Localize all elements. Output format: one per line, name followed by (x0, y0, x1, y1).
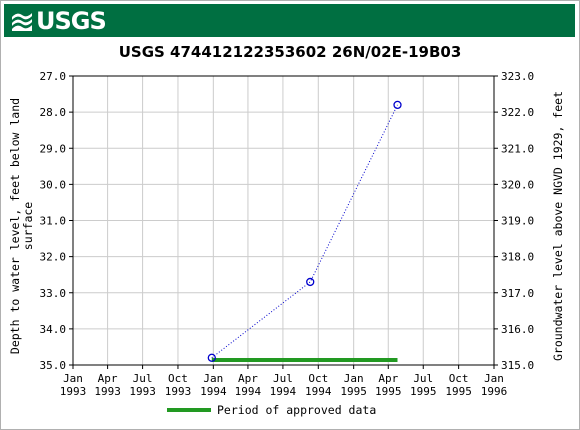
x-tick-year: 1993 (129, 385, 156, 398)
usgs-logo[interactable]: USGS (11, 6, 107, 35)
x-tick-year: 1994 (235, 385, 262, 398)
data-point (207, 353, 216, 362)
left-tick-label: 29.0 (40, 142, 67, 155)
right-tick-label: 318.0 (501, 251, 534, 264)
x-tick-year: 1996 (481, 385, 508, 398)
usgs-wave-icon (12, 12, 32, 31)
data-point (306, 277, 315, 287)
left-tick-label: 28.0 (40, 106, 67, 119)
x-tick-year: 1995 (445, 385, 472, 398)
right-axis-label: Groundwater level above NGVD 1929, feet (551, 91, 565, 361)
left-axis-ticks: 27.0 28.0 29.0 30.0 31.0 32.0 33.0 34.0 35.0 (40, 70, 73, 372)
x-tick-month: Jan (484, 372, 504, 385)
left-axis-label-line1: Depth to water level, feet below land (8, 98, 22, 354)
x-tick-month: Apr (98, 372, 118, 385)
left-tick-label: 32.0 (40, 251, 67, 264)
right-tick-label: 316.0 (501, 323, 534, 336)
right-tick-label: 320.0 (501, 178, 534, 191)
x-axis-ticks: Jan1993Apr1993Jul1993Oct1993Jan1994Apr19… (60, 365, 508, 398)
left-tick-label: 30.0 (40, 178, 67, 191)
right-tick-label: 317.0 (501, 287, 534, 300)
x-tick-month: Oct (168, 372, 188, 385)
x-tick-month: Jul (413, 372, 433, 385)
x-tick-month: Jan (63, 372, 83, 385)
right-tick-label: 315.0 (501, 359, 534, 372)
right-tick-label: 323.0 (501, 70, 534, 83)
x-tick-month: Apr (238, 372, 258, 385)
usgs-logo-text: USGS (36, 6, 107, 35)
x-tick-year: 1993 (165, 385, 192, 398)
series-line (211, 104, 398, 359)
left-axis-label-line2: surface (21, 202, 35, 251)
x-tick-year: 1994 (270, 385, 297, 398)
usgs-header-bar: USGS (4, 4, 575, 37)
right-tick-label: 322.0 (501, 106, 534, 119)
x-tick-month: Apr (378, 372, 398, 385)
series-layer (207, 100, 402, 362)
x-tick-month: Jul (133, 372, 153, 385)
right-tick-label: 319.0 (501, 215, 534, 228)
data-point (393, 100, 402, 110)
x-tick-month: Oct (449, 372, 469, 385)
x-tick-year: 1993 (94, 385, 121, 398)
right-axis-ticks: 323.0 322.0 321.0 320.0 319.0 318.0 317.0 316.0… (494, 70, 534, 372)
x-tick-month: Oct (308, 372, 328, 385)
x-tick-month: Jan (344, 372, 364, 385)
x-tick-year: 1994 (305, 385, 332, 398)
x-tick-month: Jan (203, 372, 223, 385)
grid-lines (72, 75, 495, 366)
x-tick-year: 1995 (375, 385, 402, 398)
left-tick-label: 34.0 (40, 323, 67, 336)
x-tick-year: 1994 (200, 385, 227, 398)
right-tick-label: 321.0 (501, 142, 534, 155)
left-tick-label: 31.0 (40, 215, 67, 228)
x-tick-year: 1993 (60, 385, 87, 398)
x-tick-year: 1995 (340, 385, 367, 398)
left-tick-label: 35.0 (40, 359, 67, 372)
x-tick-year: 1995 (410, 385, 437, 398)
left-tick-label: 33.0 (40, 287, 67, 300)
x-tick-month: Jul (273, 372, 293, 385)
left-tick-label: 27.0 (40, 70, 67, 83)
legend-label: Period of approved data (217, 403, 376, 417)
chart-title: USGS 474412122353602 26N/02E-19B03 (118, 43, 462, 61)
